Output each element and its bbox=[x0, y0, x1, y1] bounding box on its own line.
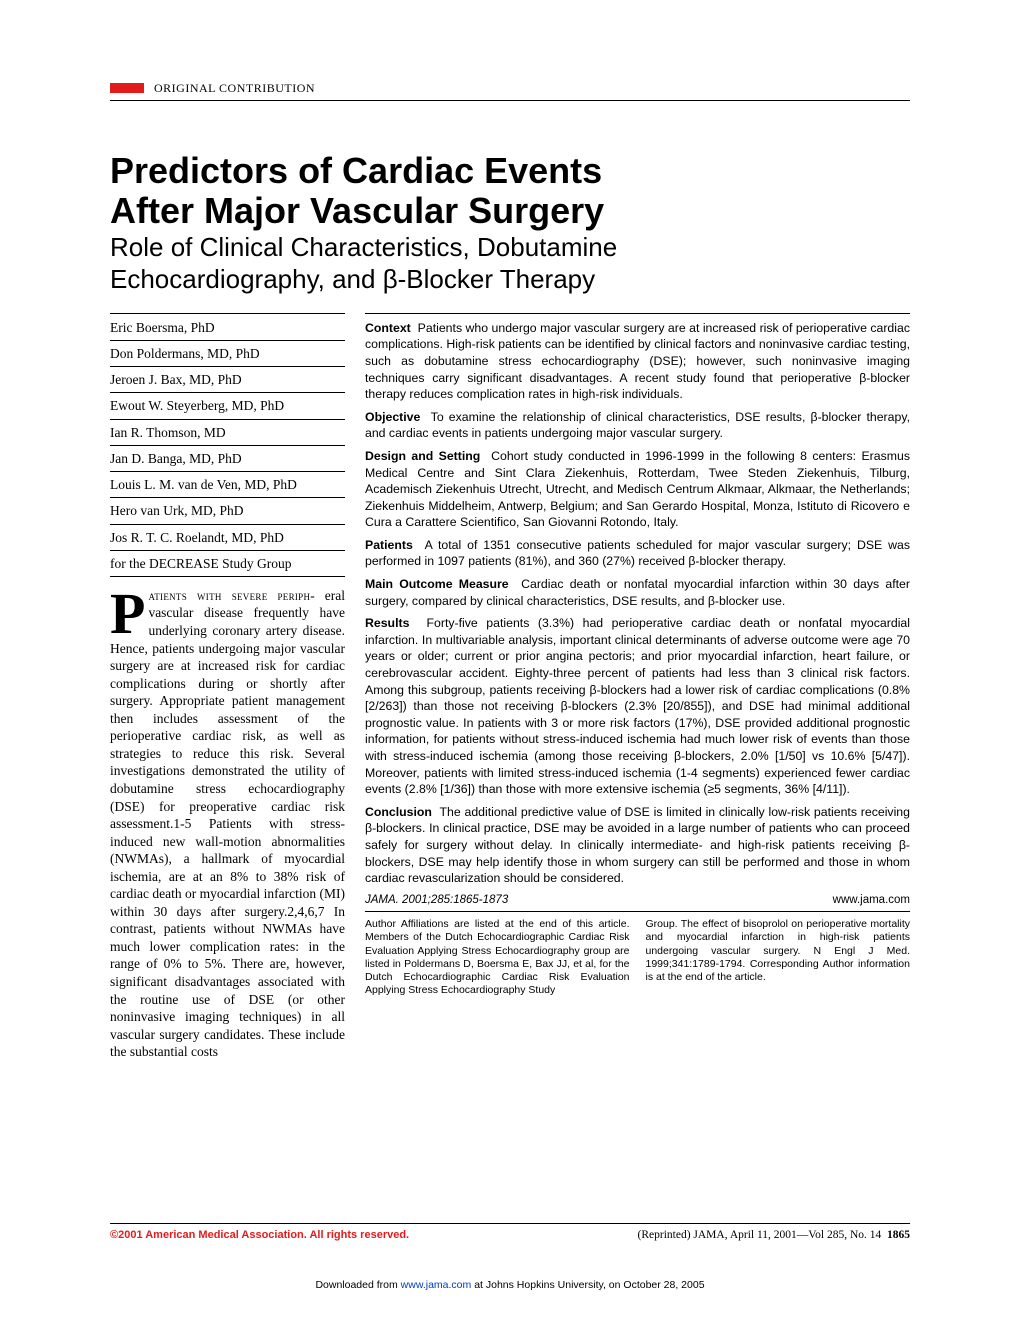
author: for the DECREASE Study Group bbox=[110, 551, 345, 577]
author: Louis L. M. van de Ven, MD, PhD bbox=[110, 472, 345, 498]
body-paragraph: eral vascular disease frequently have un… bbox=[110, 588, 345, 1059]
author: Ewout W. Steyerberg, MD, PhD bbox=[110, 393, 345, 419]
copyright: ©2001 American Medical Association. All … bbox=[110, 1228, 409, 1244]
objective-text: To examine the relationship of clinical … bbox=[365, 410, 910, 441]
title-line-1: Predictors of Cardiac Events bbox=[110, 150, 602, 191]
section-label-text: ORIGINAL CONTRIBUTION bbox=[154, 80, 315, 96]
author: Eric Boersma, PhD bbox=[110, 313, 345, 341]
abstract: Context Patients who undergo major vascu… bbox=[365, 313, 910, 997]
author: Jeroen J. Bax, MD, PhD bbox=[110, 367, 345, 393]
download-link[interactable]: www.jama.com bbox=[401, 1279, 472, 1291]
website: www.jama.com bbox=[833, 893, 910, 909]
conclusion-label: Conclusion bbox=[365, 805, 432, 819]
patients-text: A total of 1351 consecutive patients sch… bbox=[365, 538, 910, 569]
affiliations: Author Affiliations are listed at the en… bbox=[365, 918, 910, 997]
title-line-2: After Major Vascular Surgery bbox=[110, 190, 604, 231]
download-prefix: Downloaded from bbox=[315, 1279, 400, 1291]
results-text: Forty-five patients (3.3%) had periopera… bbox=[365, 616, 910, 796]
article-subtitle: Role of Clinical Characteristics, Dobuta… bbox=[110, 232, 910, 294]
affil-left: Author Affiliations are listed at the en… bbox=[365, 918, 630, 997]
download-note: Downloaded from www.jama.com at Johns Ho… bbox=[0, 1278, 1020, 1292]
article-title: Predictors of Cardiac Events After Major… bbox=[110, 151, 910, 230]
section-label: ORIGINAL CONTRIBUTION bbox=[110, 80, 910, 96]
results-label: Results bbox=[365, 616, 409, 630]
subtitle-line-1: Role of Clinical Characteristics, Dobuta… bbox=[110, 232, 617, 262]
page-number: 1865 bbox=[887, 1229, 910, 1241]
author: Jos R. T. C. Roelandt, MD, PhD bbox=[110, 525, 345, 551]
dropcap: P bbox=[110, 587, 148, 637]
patients-label: Patients bbox=[365, 538, 413, 552]
horizontal-rule bbox=[110, 100, 910, 101]
download-suffix: at Johns Hopkins University, on October … bbox=[471, 1279, 704, 1291]
body-text: Patients with severe periph- eral vascul… bbox=[110, 587, 345, 1061]
red-accent-box bbox=[110, 83, 144, 93]
design-label: Design and Setting bbox=[365, 449, 480, 463]
body-first-line: atients with severe periph- bbox=[148, 588, 315, 603]
affil-right: Group. The effect of bisoprolol on perio… bbox=[646, 918, 911, 997]
author-list: Eric Boersma, PhD Don Poldermans, MD, Ph… bbox=[110, 313, 345, 577]
context-label: Context bbox=[365, 321, 411, 335]
author: Jan D. Banga, MD, PhD bbox=[110, 446, 345, 472]
objective-label: Objective bbox=[365, 410, 420, 424]
outcome-label: Main Outcome Measure bbox=[365, 577, 509, 591]
subtitle-line-2: Echocardiography, and β-Blocker Therapy bbox=[110, 264, 595, 294]
context-text: Patients who undergo major vascular surg… bbox=[365, 321, 910, 401]
author: Don Poldermans, MD, PhD bbox=[110, 341, 345, 367]
author: Ian R. Thomson, MD bbox=[110, 420, 345, 446]
reprint-text: (Reprinted) JAMA, April 11, 2001—Vol 285… bbox=[638, 1229, 882, 1241]
conclusion-text: The additional predictive value of DSE i… bbox=[365, 805, 910, 885]
page-footer: ©2001 American Medical Association. All … bbox=[110, 1223, 910, 1244]
page-citation: (Reprinted) JAMA, April 11, 2001—Vol 285… bbox=[638, 1228, 910, 1244]
author: Hero van Urk, MD, PhD bbox=[110, 498, 345, 524]
citation: JAMA. 2001;285:1865-1873 bbox=[365, 893, 508, 909]
